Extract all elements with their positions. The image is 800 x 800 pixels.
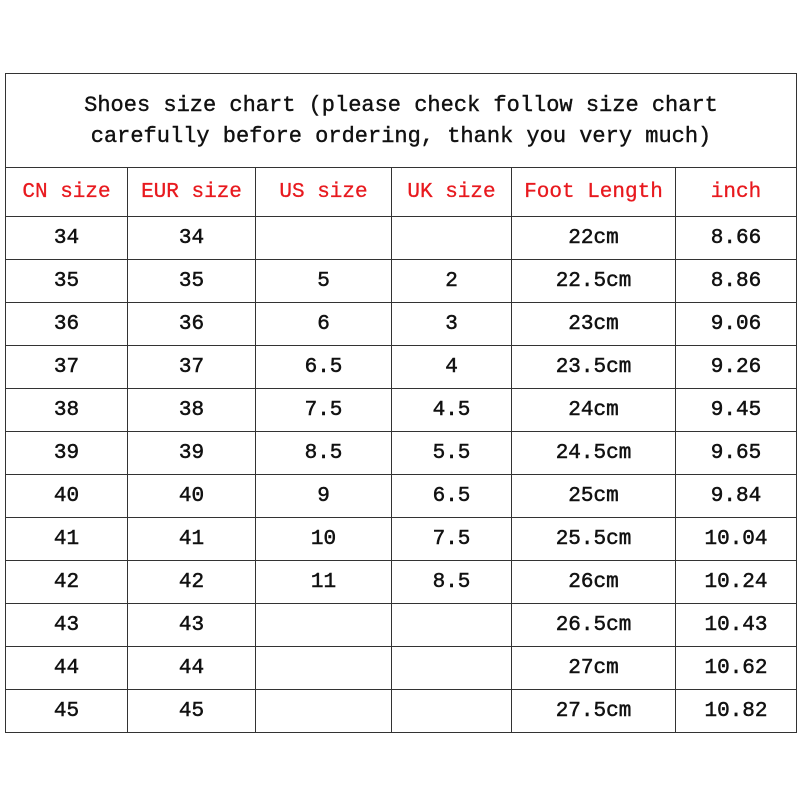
table-cell: 25.5cm [511, 517, 676, 561]
table-cell: 6.5 [255, 345, 392, 389]
table-cell: 9.06 [674, 302, 798, 346]
table-cell: 5 [255, 259, 392, 303]
table-cell [255, 216, 392, 260]
table-cell: 36 [127, 302, 256, 346]
table-cell: 42 [5, 560, 128, 604]
column-header: inch [674, 167, 798, 217]
table-cell: 34 [5, 216, 128, 260]
table-cell: 5.5 [391, 431, 512, 475]
title-line-1: Shoes size chart (please check follow si… [84, 92, 718, 118]
chart-title: Shoes size chart (please check follow si… [4, 73, 798, 168]
table-cell: 41 [127, 517, 256, 561]
table-row: 38 38 7.5 4.5 24cm 9.45 [5, 388, 798, 432]
table-cell: 6.5 [391, 474, 512, 518]
table-row: 43 43 26.5cm 10.43 [5, 603, 798, 647]
size-chart-table: Shoes size chart (please check follow si… [4, 73, 798, 733]
table-cell: 8.86 [674, 259, 798, 303]
table-cell [255, 603, 392, 647]
table-cell: 10 [255, 517, 392, 561]
table-cell [391, 689, 512, 733]
table-cell [391, 646, 512, 690]
column-header: CN size [5, 167, 128, 217]
table-cell: 25cm [511, 474, 676, 518]
table-cell: 4.5 [391, 388, 512, 432]
table-row: 42 42 11 8.5 26cm 10.24 [5, 560, 798, 604]
table-cell [391, 603, 512, 647]
table-cell: 40 [5, 474, 128, 518]
table-cell: 44 [5, 646, 128, 690]
table-cell: 34 [127, 216, 256, 260]
table-cell: 37 [127, 345, 256, 389]
table-cell: 26.5cm [511, 603, 676, 647]
table-cell: 7.5 [255, 388, 392, 432]
table-cell: 22.5cm [511, 259, 676, 303]
column-header: EUR size [127, 167, 256, 217]
table-cell: 23cm [511, 302, 676, 346]
table-cell: 8.5 [391, 560, 512, 604]
table-cell: 9 [255, 474, 392, 518]
table-cell: 9.45 [674, 388, 798, 432]
table-cell: 24.5cm [511, 431, 676, 475]
table-cell: 10.24 [674, 560, 798, 604]
table-cell: 22cm [511, 216, 676, 260]
table-cell: 27cm [511, 646, 676, 690]
column-header: UK size [391, 167, 512, 217]
table-cell: 11 [255, 560, 392, 604]
column-header: US size [255, 167, 392, 217]
table-cell: 39 [5, 431, 128, 475]
table-cell: 35 [5, 259, 128, 303]
table-row: 41 41 10 7.5 25.5cm 10.04 [5, 517, 798, 561]
table-cell [391, 216, 512, 260]
table-cell: 8.5 [255, 431, 392, 475]
table-cell: 41 [5, 517, 128, 561]
table-cell: 10.04 [674, 517, 798, 561]
table-cell: 4 [391, 345, 512, 389]
table-cell: 2 [391, 259, 512, 303]
table-row: 34 34 22cm 8.66 [5, 216, 798, 260]
table-cell: 9.65 [674, 431, 798, 475]
table-row: 40 40 9 6.5 25cm 9.84 [5, 474, 798, 518]
table-row: 37 37 6.5 4 23.5cm 9.26 [5, 345, 798, 389]
table-cell: 3 [391, 302, 512, 346]
table-cell: 9.84 [674, 474, 798, 518]
table-cell: 39 [127, 431, 256, 475]
table-cell: 37 [5, 345, 128, 389]
table-cell: 43 [5, 603, 128, 647]
column-header: Foot Length [511, 167, 676, 217]
title-row: Shoes size chart (please check follow si… [4, 73, 798, 168]
table-cell: 10.43 [674, 603, 798, 647]
table-row: 35 35 5 2 22.5cm 8.86 [5, 259, 798, 303]
table-cell: 45 [127, 689, 256, 733]
title-line-2: carefully before ordering, thank you ver… [90, 123, 712, 149]
table-cell: 27.5cm [511, 689, 676, 733]
table-cell: 45 [5, 689, 128, 733]
table-cell: 26cm [511, 560, 676, 604]
table-cell: 43 [127, 603, 256, 647]
table-cell: 35 [127, 259, 256, 303]
table-row: 44 44 27cm 10.62 [5, 646, 798, 690]
table-cell: 10.62 [674, 646, 798, 690]
header-row: CN size EUR size US size UK size Foot Length… [5, 167, 798, 217]
table-cell: 40 [127, 474, 256, 518]
table-cell: 8.66 [674, 216, 798, 260]
table-cell: 44 [127, 646, 256, 690]
table-cell: 9.26 [674, 345, 798, 389]
table-cell: 24cm [511, 388, 676, 432]
table-row: 45 45 27.5cm 10.82 [5, 689, 798, 733]
table-cell: 42 [127, 560, 256, 604]
table-cell [255, 689, 392, 733]
table-cell: 23.5cm [511, 345, 676, 389]
table-cell: 38 [5, 388, 128, 432]
table-cell: 6 [255, 302, 392, 346]
table-cell: 36 [5, 302, 128, 346]
table-row: 39 39 8.5 5.5 24.5cm 9.65 [5, 431, 798, 475]
table-row: 36 36 6 3 23cm 9.06 [5, 302, 798, 346]
table-cell: 10.82 [674, 689, 798, 733]
table-cell: 7.5 [391, 517, 512, 561]
table-cell [255, 646, 392, 690]
table-cell: 38 [127, 388, 256, 432]
